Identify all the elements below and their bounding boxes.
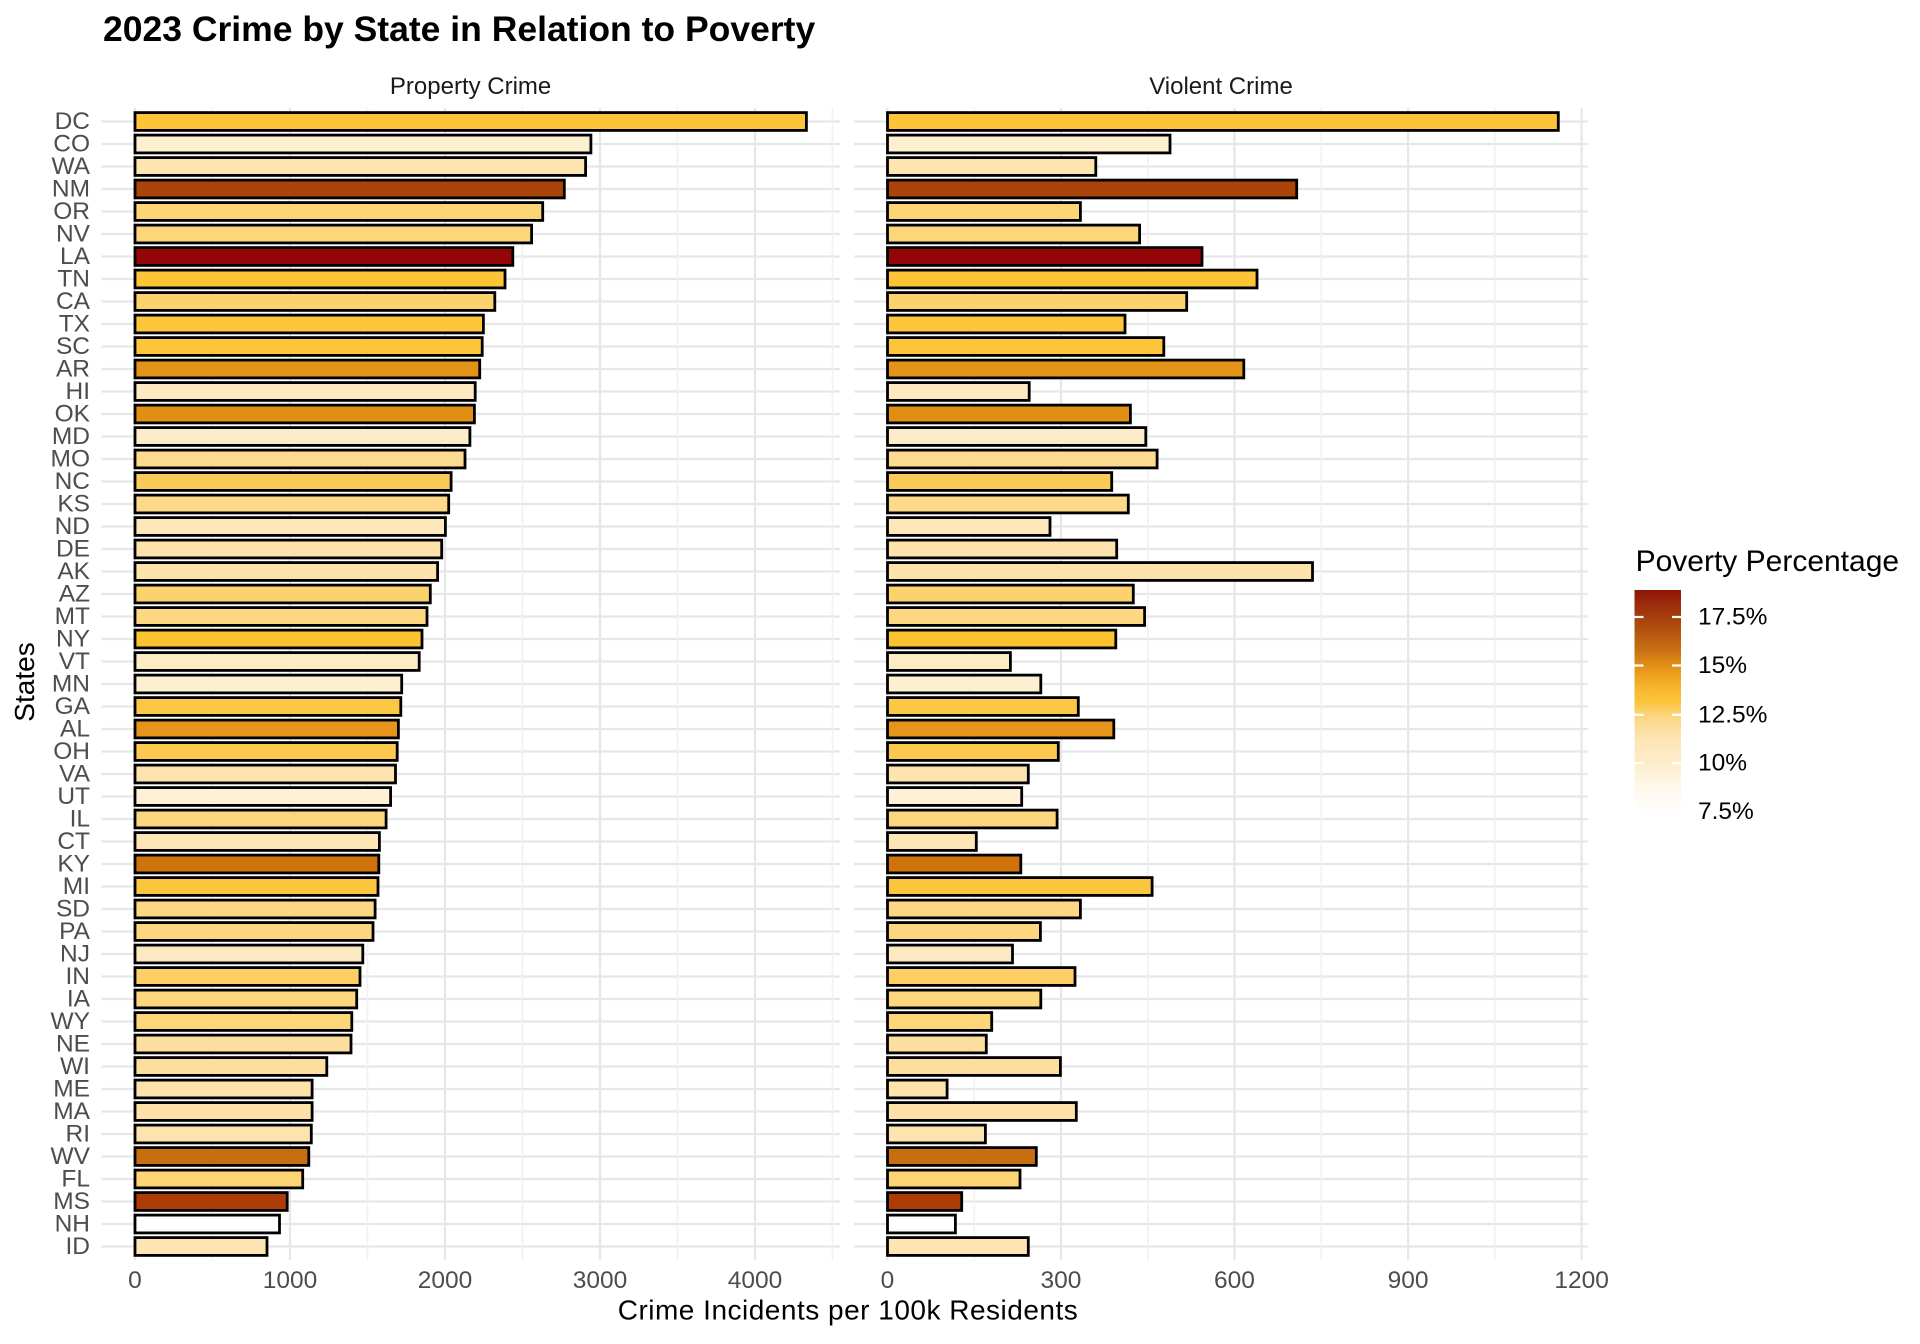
svg-text:KS: KS	[57, 491, 90, 518]
svg-text:NE: NE	[56, 1031, 90, 1058]
svg-text:Property Crime: Property Crime	[390, 73, 551, 100]
svg-text:OR: OR	[53, 198, 90, 225]
svg-text:MA: MA	[53, 1098, 90, 1125]
svg-text:PA: PA	[59, 918, 91, 945]
svg-text:MS: MS	[53, 1188, 90, 1215]
svg-text:WI: WI	[60, 1053, 90, 1080]
svg-text:MN: MN	[52, 671, 90, 698]
svg-text:IN: IN	[66, 963, 91, 990]
svg-text:NH: NH	[55, 1211, 90, 1238]
svg-text:MD: MD	[52, 423, 90, 450]
svg-text:HI: HI	[66, 378, 91, 405]
svg-text:MI: MI	[63, 873, 90, 900]
svg-text:DE: DE	[56, 536, 90, 563]
svg-text:600: 600	[1214, 1267, 1255, 1294]
svg-text:LA: LA	[60, 243, 91, 270]
svg-text:AK: AK	[57, 558, 90, 585]
svg-text:AZ: AZ	[59, 581, 90, 608]
svg-text:ME: ME	[53, 1076, 90, 1103]
svg-text:MO: MO	[51, 446, 90, 473]
svg-text:1200: 1200	[1554, 1267, 1609, 1294]
svg-text:15%: 15%	[1698, 652, 1747, 679]
svg-text:UT: UT	[57, 783, 90, 810]
svg-text:10%: 10%	[1698, 750, 1747, 777]
svg-text:3000: 3000	[573, 1267, 628, 1294]
svg-text:Crime Incidents per 100k Resid: Crime Incidents per 100k Residents	[618, 1295, 1079, 1326]
svg-text:RI: RI	[66, 1121, 91, 1148]
svg-text:TN: TN	[57, 266, 90, 293]
svg-text:CA: CA	[56, 288, 91, 315]
svg-text:17.5%: 17.5%	[1698, 604, 1767, 631]
svg-text:DC: DC	[55, 108, 90, 135]
svg-text:0: 0	[881, 1267, 895, 1294]
svg-text:States: States	[9, 642, 40, 721]
svg-text:VT: VT	[59, 648, 90, 675]
svg-text:WV: WV	[51, 1143, 91, 1170]
svg-text:4000: 4000	[728, 1267, 783, 1294]
svg-text:NV: NV	[56, 221, 91, 248]
svg-text:2000: 2000	[418, 1267, 473, 1294]
svg-text:WA: WA	[51, 153, 90, 180]
svg-text:NC: NC	[55, 468, 90, 495]
svg-text:AL: AL	[60, 716, 90, 743]
svg-text:VA: VA	[59, 761, 91, 788]
svg-text:Poverty Percentage: Poverty Percentage	[1636, 545, 1899, 578]
svg-text:300: 300	[1041, 1267, 1082, 1294]
svg-text:WY: WY	[51, 1008, 90, 1035]
svg-text:CO: CO	[53, 131, 90, 158]
svg-text:AR: AR	[56, 356, 90, 383]
svg-text:Violent Crime: Violent Crime	[1149, 73, 1293, 100]
svg-text:CT: CT	[57, 828, 90, 855]
svg-text:ND: ND	[55, 513, 90, 540]
svg-text:1000: 1000	[263, 1267, 318, 1294]
svg-text:ID: ID	[66, 1233, 91, 1260]
svg-text:NM: NM	[52, 176, 90, 203]
svg-text:NY: NY	[56, 626, 90, 653]
svg-text:OK: OK	[55, 401, 91, 428]
svg-text:900: 900	[1388, 1267, 1429, 1294]
svg-text:2023 Crime by State in Relatio: 2023 Crime by State in Relation to Pover…	[103, 9, 815, 49]
svg-text:7.5%: 7.5%	[1698, 798, 1754, 825]
svg-text:12.5%: 12.5%	[1698, 701, 1767, 728]
svg-text:MT: MT	[55, 603, 90, 630]
svg-text:SC: SC	[56, 333, 90, 360]
svg-text:NJ: NJ	[60, 941, 90, 968]
svg-text:SD: SD	[56, 896, 90, 923]
svg-text:IA: IA	[67, 986, 91, 1013]
svg-text:KY: KY	[57, 851, 90, 878]
svg-text:FL: FL	[61, 1166, 90, 1193]
svg-text:IL: IL	[70, 806, 90, 833]
svg-text:OH: OH	[53, 738, 90, 765]
svg-text:GA: GA	[55, 693, 91, 720]
svg-text:TX: TX	[59, 311, 90, 338]
svg-text:0: 0	[128, 1267, 142, 1294]
